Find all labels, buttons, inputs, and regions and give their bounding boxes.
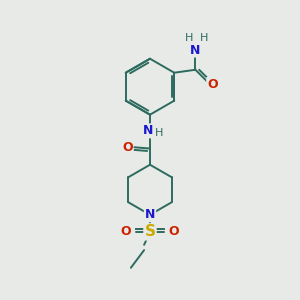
Text: H: H	[200, 33, 208, 43]
Text: O: O	[207, 78, 218, 91]
Text: N: N	[145, 208, 155, 221]
Text: O: O	[121, 225, 131, 239]
Text: O: O	[169, 225, 179, 239]
Text: S: S	[145, 224, 155, 239]
Text: H: H	[155, 128, 164, 138]
Text: O: O	[122, 141, 133, 154]
Text: N: N	[190, 44, 201, 56]
Text: H: H	[185, 33, 193, 43]
Text: N: N	[142, 124, 153, 137]
